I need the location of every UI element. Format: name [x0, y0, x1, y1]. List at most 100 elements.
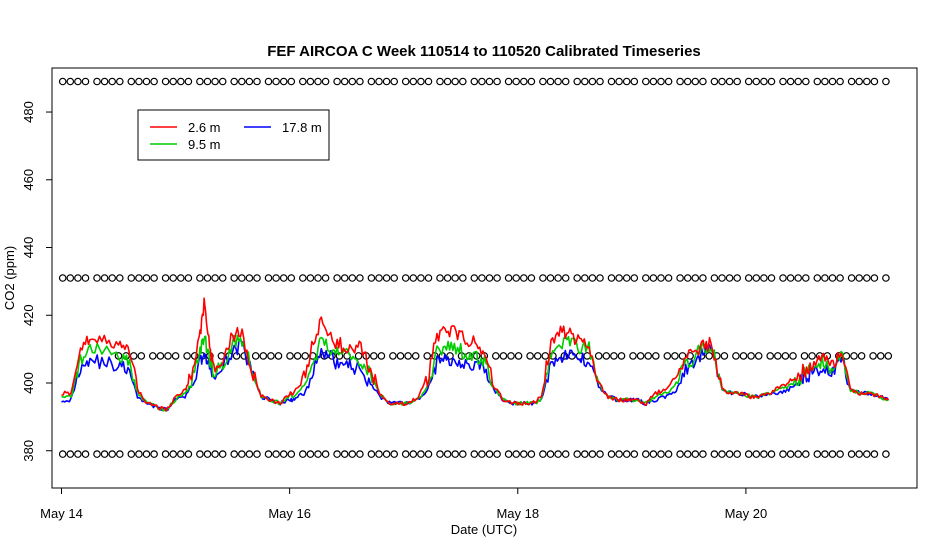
reference-marker [733, 274, 742, 282]
reference-marker [554, 274, 562, 282]
y-tick-label: 400 [21, 372, 36, 394]
reference-marker [862, 77, 871, 86]
reference-marker [602, 352, 611, 360]
reference-marker [683, 77, 692, 86]
reference-marker [842, 352, 851, 360]
reference-marker [580, 450, 589, 458]
reference-marker [801, 77, 810, 86]
reference-marker [801, 450, 810, 458]
reference-marker [382, 274, 391, 282]
reference-marker [767, 77, 776, 86]
reference-marker [203, 77, 212, 86]
reference-marker [184, 274, 193, 282]
reference-marker [519, 77, 528, 86]
reference-marker [526, 352, 534, 360]
reference-marker [622, 450, 631, 458]
reference-marker [135, 450, 143, 458]
reference-marker [264, 77, 273, 86]
reference-marker [512, 450, 521, 458]
reference-marker [664, 450, 673, 458]
reference-marker [184, 77, 193, 86]
reference-marker [390, 450, 399, 458]
reference-marker [116, 274, 124, 282]
x-tick-label: May 14 [40, 506, 83, 521]
reference-marker [458, 450, 467, 458]
reference-marker [279, 274, 288, 282]
reference-marker [718, 77, 726, 86]
reference-marker [800, 352, 809, 360]
reference-marker [499, 352, 508, 360]
reference-marker [348, 274, 357, 282]
reference-marker [390, 77, 399, 86]
reference-marker [546, 274, 555, 282]
reference-marker [615, 77, 623, 86]
reference-marker [519, 450, 528, 458]
reference-marker [245, 450, 254, 458]
reference-marker [882, 450, 890, 458]
reference-marker [554, 77, 562, 86]
reference-marker [882, 274, 890, 282]
reference-marker [142, 450, 151, 458]
reference-marker [58, 77, 67, 86]
reference-marker [733, 450, 742, 458]
reference-marker [161, 274, 170, 282]
reference-marker [367, 450, 376, 458]
reference-marker [356, 77, 364, 86]
reference-marker [340, 450, 349, 458]
reference-marker [272, 274, 280, 282]
reference-marker [137, 352, 146, 360]
reference-marker [409, 450, 418, 458]
reference-marker [664, 274, 673, 282]
reference-marker [813, 274, 822, 282]
reference-marker [211, 450, 219, 458]
x-axis-label: Date (UTC) [451, 522, 517, 537]
reference-marker [127, 77, 136, 86]
reference-marker [116, 77, 124, 86]
reference-marker [664, 77, 673, 86]
reference-marker [699, 450, 707, 458]
reference-marker [663, 352, 672, 360]
reference-marker [561, 274, 570, 282]
series-line-2-6-m [61, 297, 890, 412]
reference-marker [230, 450, 239, 458]
legend-label: 2.6 m [188, 120, 221, 135]
reference-marker [279, 77, 288, 86]
reference-marker [641, 77, 650, 86]
reference-marker [580, 77, 589, 86]
reference-marker [404, 352, 412, 360]
reference-marker [306, 77, 315, 86]
reference-marker [267, 352, 275, 360]
reference-marker [253, 450, 261, 458]
reference-marker [314, 274, 322, 282]
y-tick-label: 380 [21, 440, 36, 462]
reference-marker [218, 77, 227, 86]
reference-marker [855, 450, 864, 458]
reference-marker [218, 450, 227, 458]
reference-marker [847, 274, 856, 282]
reference-marker [828, 77, 837, 86]
reference-marker [446, 352, 454, 360]
reference-marker [293, 352, 302, 360]
reference-marker [142, 274, 151, 282]
reference-marker [821, 274, 829, 282]
reference-marker [836, 450, 844, 458]
reference-marker [760, 274, 768, 282]
reference-marker [81, 77, 90, 86]
reference-marker [321, 450, 330, 458]
reference-marker [218, 274, 227, 282]
reference-marker [177, 274, 185, 282]
reference-marker [169, 274, 178, 282]
reference-marker [135, 274, 143, 282]
reference-marker [203, 274, 212, 282]
reference-marker [211, 274, 219, 282]
reference-marker [177, 77, 185, 86]
reference-marker [451, 274, 460, 282]
reference-marker [649, 450, 658, 458]
reference-marker [264, 274, 273, 282]
reference-marker [847, 450, 856, 458]
reference-marker [733, 77, 742, 86]
reference-marker [607, 274, 616, 282]
reference-marker [857, 352, 866, 360]
reference-marker [150, 274, 158, 282]
reference-marker [135, 77, 143, 86]
